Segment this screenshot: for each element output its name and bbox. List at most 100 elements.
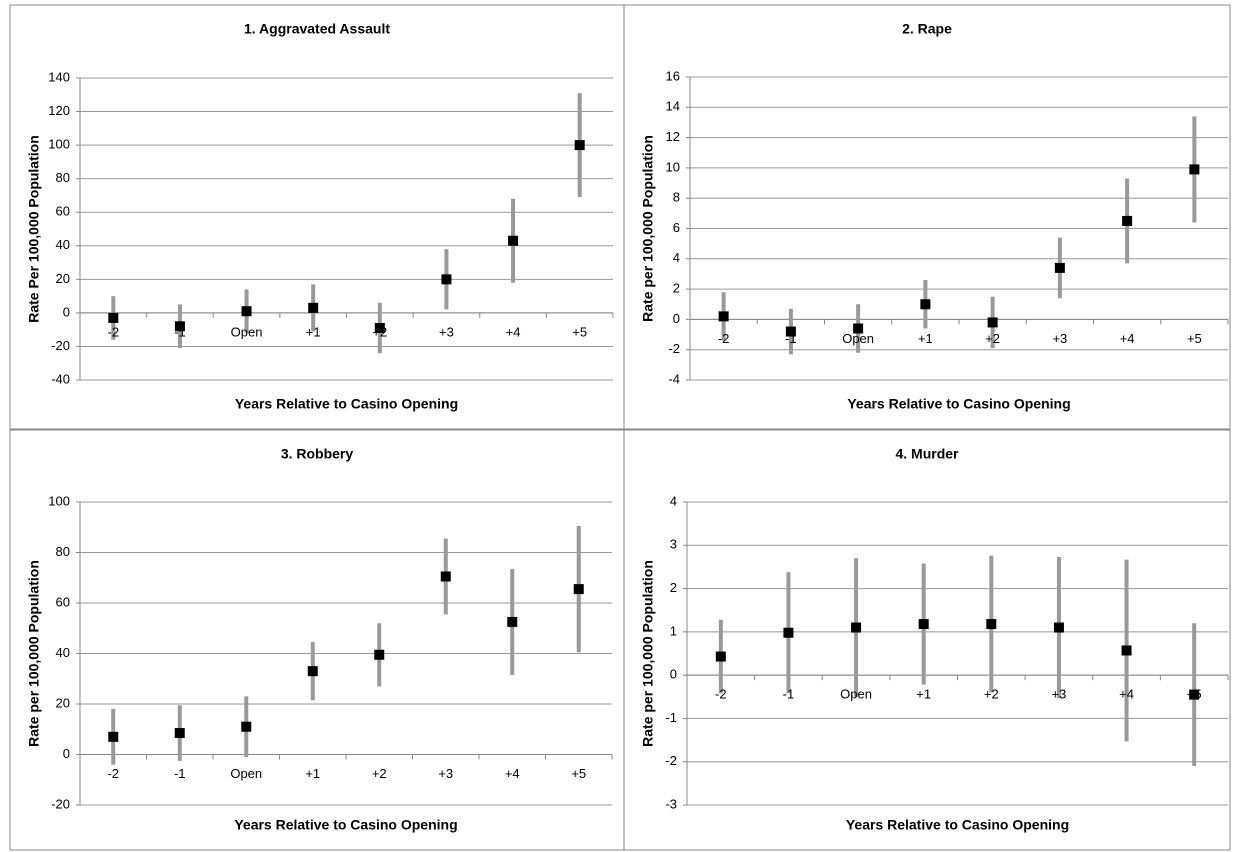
y-tick-label: 0 [63, 304, 70, 319]
marker [853, 323, 864, 334]
y-tick-label: 100 [48, 493, 70, 508]
x-tick-label: -2 [108, 324, 120, 339]
y-tick-label: 14 [666, 99, 680, 114]
panel-frame [623, 429, 1231, 851]
marker [986, 619, 997, 630]
x-tick-label: +1 [305, 766, 320, 781]
x-tick-label: -1 [174, 324, 186, 339]
y-tick-label: 6 [673, 220, 680, 235]
marker [441, 274, 452, 285]
x-tick-label: +4 [506, 324, 521, 339]
panel-frame [623, 4, 1231, 430]
y-tick-label: -2 [668, 341, 680, 356]
marker [108, 312, 119, 323]
y-tick-label: 60 [56, 594, 70, 609]
marker [718, 311, 729, 322]
marker [508, 235, 519, 246]
marker [374, 649, 385, 660]
x-axis-title: Years Relative to Casino Opening [235, 396, 458, 412]
x-tick-label: +1 [306, 324, 321, 339]
x-tick-label: -1 [785, 331, 797, 346]
marker [174, 321, 185, 332]
x-axis-title: Years Relative to Casino Opening [234, 817, 457, 833]
marker [1053, 622, 1064, 633]
marker [573, 584, 584, 595]
y-tick-label: 0 [670, 667, 677, 682]
marker [308, 302, 319, 313]
x-tick-label: -1 [174, 766, 186, 781]
x-tick-label: +1 [916, 687, 931, 702]
title: 2. Rape [902, 21, 952, 37]
title: 3. Robbery [281, 446, 354, 462]
y-tick-label: 40 [56, 645, 70, 660]
x-tick-label: +3 [439, 324, 454, 339]
x-axis-title: Years Relative to Casino Opening [847, 396, 1070, 412]
y-axis-title: Rate Per 100,000 Population [26, 135, 42, 323]
marker [1121, 645, 1132, 656]
marker [307, 666, 318, 677]
x-tick-label: +2 [985, 331, 1000, 346]
y-tick-label: 120 [48, 103, 70, 118]
y-tick-label: 16 [666, 68, 680, 83]
marker [574, 140, 585, 151]
x-tick-label: +3 [1052, 331, 1067, 346]
marker [241, 721, 252, 732]
x-tick-label: +5 [1187, 331, 1202, 346]
y-axis-title: Rate per 100,000 Population [640, 135, 656, 322]
y-tick-label: 140 [48, 69, 70, 84]
y-tick-label: -20 [51, 338, 70, 353]
x-axis-title: Years Relative to Casino Opening [846, 817, 1069, 833]
y-tick-label: 0 [63, 746, 70, 761]
title: 1. Aggravated Assault [244, 21, 390, 37]
marker [440, 571, 451, 582]
y-tick-label: 40 [56, 237, 70, 252]
marker [1054, 262, 1065, 273]
marker [174, 728, 185, 739]
y-tick-label: 60 [56, 204, 70, 219]
x-tick-label: -2 [718, 331, 730, 346]
title: 4. Murder [895, 446, 959, 462]
marker [920, 299, 931, 310]
y-tick-label: 4 [670, 493, 677, 508]
y-tick-label: 10 [666, 159, 680, 174]
x-tick-label: +5 [571, 766, 586, 781]
x-tick-label: +4 [1119, 687, 1134, 702]
y-tick-label: 0 [673, 311, 680, 326]
marker [374, 322, 385, 333]
x-tick-label: +5 [572, 324, 587, 339]
y-tick-label: -3 [665, 796, 677, 811]
x-tick-label: +2 [372, 766, 387, 781]
marker [785, 326, 796, 337]
y-tick-label: 8 [673, 190, 680, 205]
y-axis-title: Rate per 100,000 Population [26, 560, 42, 747]
y-tick-label: 80 [56, 544, 70, 559]
y-tick-label: 1 [670, 623, 677, 638]
y-tick-label: 3 [670, 537, 677, 552]
y-tick-label: 20 [56, 271, 70, 286]
x-tick-label: -2 [715, 687, 727, 702]
x-tick-label: Open [231, 324, 263, 339]
y-tick-label: 20 [56, 695, 70, 710]
marker [851, 622, 862, 633]
y-tick-label: 80 [56, 170, 70, 185]
marker [987, 317, 998, 328]
x-tick-label: +1 [918, 331, 933, 346]
marker [715, 651, 726, 662]
x-tick-label: Open [230, 766, 262, 781]
marker [241, 306, 252, 317]
y-tick-label: -40 [51, 371, 70, 386]
y-tick-label: 4 [673, 250, 680, 265]
x-tick-label: -1 [783, 687, 795, 702]
marker [1122, 215, 1133, 226]
y-tick-label: 12 [666, 129, 680, 144]
x-tick-label: Open [842, 331, 874, 346]
x-tick-label: +4 [1120, 331, 1135, 346]
y-tick-label: -1 [665, 710, 677, 725]
x-tick-label: +2 [984, 687, 999, 702]
x-tick-label: -2 [107, 766, 119, 781]
x-tick-label: Open [840, 687, 872, 702]
x-tick-label: +4 [505, 766, 520, 781]
y-tick-label: -2 [665, 753, 677, 768]
